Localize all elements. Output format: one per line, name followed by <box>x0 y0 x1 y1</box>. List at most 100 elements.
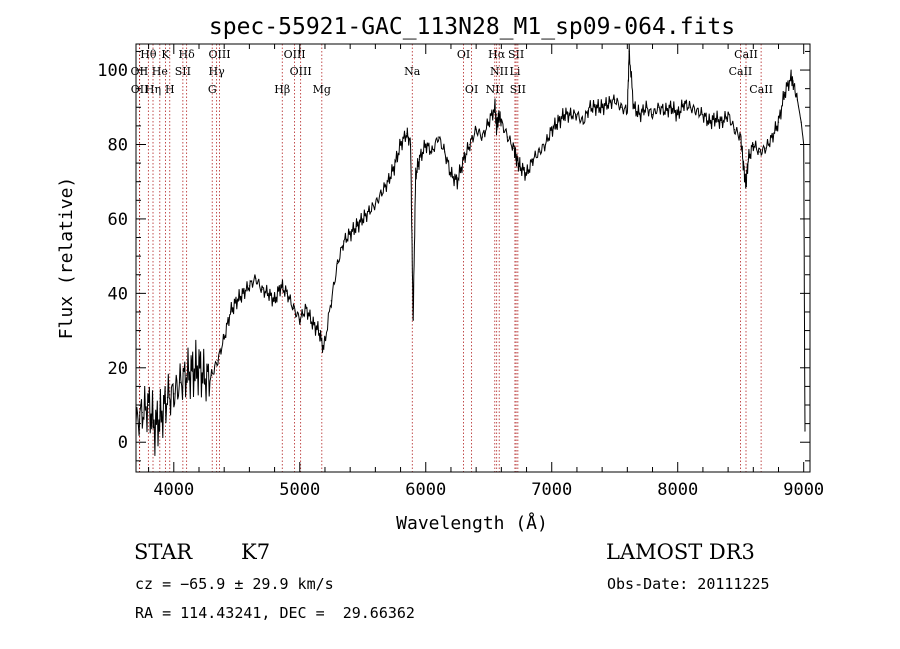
spectrum-point <box>450 173 452 175</box>
spectrum-point <box>544 143 547 146</box>
spectrum-point <box>431 151 433 153</box>
spectrum-point <box>462 158 465 160</box>
spectrum-point <box>481 136 484 138</box>
spectrum-point <box>683 102 685 105</box>
spectrum-point <box>299 318 301 321</box>
spectrum-point <box>714 117 717 120</box>
spectral-line-label: Hδ <box>179 48 196 61</box>
spectrum-point <box>595 106 597 108</box>
spectrum-point <box>393 166 395 168</box>
spectrum-point <box>645 106 647 108</box>
spectrum-point <box>273 300 276 302</box>
spectrum-point <box>305 307 307 309</box>
spectrum-point <box>229 311 232 313</box>
spectrum-point <box>311 322 313 324</box>
spectrum-point <box>793 84 795 86</box>
spectral-line-label: SII <box>175 65 191 78</box>
spectrum-point <box>411 236 413 239</box>
spectral-line-label: NII <box>490 65 508 78</box>
spectrum-point <box>179 382 181 384</box>
coordinates-info: RA = 114.43241, DEC = 29.66362 <box>135 604 415 622</box>
y-tick-label: 60 <box>108 210 128 230</box>
spectrum-point <box>488 121 490 123</box>
spectral-line-label: SII <box>508 48 524 61</box>
spectrum-point <box>173 393 175 395</box>
spectrum-point <box>740 136 742 138</box>
spectrum-point <box>381 192 383 194</box>
spectrum-point <box>689 106 691 108</box>
spectrum-point <box>519 166 521 168</box>
spectrum-point <box>651 114 654 116</box>
spectral-line-label: Hη <box>145 83 161 96</box>
spectrum-point <box>456 181 458 183</box>
spectrum-point <box>551 129 553 131</box>
spectrum-point <box>192 370 194 373</box>
spectral-line-label: H <box>165 83 175 96</box>
plot-frame <box>135 43 811 473</box>
spectrum-point <box>515 158 518 160</box>
spectrum-point <box>658 106 660 108</box>
chart-title: spec-55921-GAC_113N28_M1_sp09-064.fits <box>209 14 735 40</box>
spectrum-point <box>412 318 414 321</box>
spectrum-point <box>141 411 143 414</box>
spectrum-point <box>444 151 446 153</box>
spectrum-point <box>236 300 238 302</box>
spectrum-point <box>557 121 559 123</box>
spectrum-point <box>601 106 603 108</box>
spectrum-point <box>696 110 698 112</box>
spectrum-point <box>330 300 332 302</box>
spectrum-point <box>576 114 578 116</box>
spectrum-point <box>747 158 749 160</box>
spectral-line-label: Li <box>510 65 521 78</box>
spectrum-point <box>469 143 471 146</box>
series-layer <box>135 44 806 456</box>
spectrum-point <box>784 91 786 93</box>
spectrum-point <box>323 348 325 350</box>
spectrum-series-line <box>135 44 806 456</box>
spectral-line-label: OI <box>465 83 478 96</box>
spectrum-point <box>759 151 761 153</box>
spectrum-point <box>771 136 773 138</box>
spectrum-point <box>765 147 767 149</box>
spectral-line-label: CaII <box>749 83 773 96</box>
redshift-info: cz = −65.9 ± 29.9 km/s <box>135 575 334 593</box>
spectral-line-label: OIII <box>284 48 306 61</box>
x-tick-label: 6000 <box>405 480 446 500</box>
spectrum-point <box>607 102 610 105</box>
object-subclass: K7 <box>241 540 271 564</box>
spectrum-point <box>721 121 723 123</box>
spectrum-point <box>498 114 500 116</box>
spectrum-point <box>349 233 351 235</box>
spectral-line-label: Na <box>404 65 421 78</box>
y-axis-label: Flux (relative) <box>56 177 77 340</box>
x-tick-label: 4000 <box>153 480 194 500</box>
spectrum-point <box>626 110 628 112</box>
x-tick-label: 8000 <box>657 480 698 500</box>
y-tick-label: 100 <box>97 61 128 81</box>
spectrum-point <box>538 151 540 153</box>
spectrum-point <box>223 337 225 339</box>
spectrum-point <box>160 415 162 417</box>
spectral-line-label: Mg <box>313 83 331 96</box>
spectrum-point <box>154 426 156 428</box>
spectrum-point <box>475 129 477 131</box>
spectrum-point <box>628 50 630 53</box>
spectrum-point <box>620 106 622 108</box>
spectrum-point <box>496 129 498 131</box>
x-tick-label: 5000 <box>279 480 320 500</box>
spectral-line-label: He <box>152 65 168 78</box>
spectrum-point <box>355 225 358 227</box>
spectrum-point <box>727 114 729 116</box>
spectrum-point <box>415 173 417 175</box>
y-tick-label: 0 <box>118 433 128 453</box>
spectrum-point <box>670 106 673 108</box>
x-tick-label: 7000 <box>531 480 572 500</box>
spectral-line-label: Hβ <box>274 83 290 96</box>
spectral-line-label: G <box>208 83 217 96</box>
spectrum-point <box>664 110 666 112</box>
survey-name: LAMOST DR3 <box>606 540 755 564</box>
spectrum-point <box>204 378 206 380</box>
spectrum-point <box>633 106 635 108</box>
spectrum-point <box>399 143 402 146</box>
